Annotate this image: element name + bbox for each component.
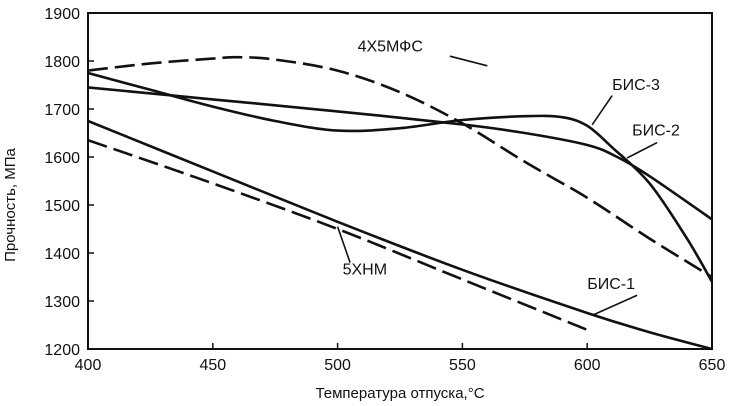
series-line-1	[87, 71, 714, 283]
series-leader-line	[449, 55, 488, 67]
plot-frame	[87, 12, 713, 350]
x-tick-label: 550	[449, 357, 476, 374]
x-tick-label: 400	[75, 357, 102, 374]
series-line-0	[87, 55, 713, 279]
series-label: БИС-2	[632, 122, 680, 139]
series-label: БИС-1	[587, 276, 635, 293]
plot-area-border	[87, 12, 713, 350]
y-tick-label: 1600	[44, 150, 80, 167]
y-tick-label: 1700	[44, 102, 80, 119]
y-tick-label: 1800	[44, 54, 80, 71]
x-tick-label: 600	[574, 357, 601, 374]
series-label: 5ХНМ	[343, 262, 387, 279]
x-tick-label: 450	[199, 357, 226, 374]
y-tick-label: 1400	[44, 246, 80, 263]
series-leader-line	[591, 294, 638, 317]
y-tick-label: 1200	[44, 342, 80, 359]
series-labels: 4Х5МФС БИС-3 БИС-2 БИС-1 5ХНМ	[336, 38, 680, 317]
series-leader-line	[591, 95, 613, 126]
series-leader-line	[336, 226, 351, 263]
series-line-2	[87, 86, 713, 221]
x-axis-title: Температура отпуска,°С	[315, 385, 484, 402]
series-line-3	[87, 119, 713, 351]
x-tick-label: 650	[699, 357, 726, 374]
series-layer	[87, 55, 714, 351]
y-tick-label: 1500	[44, 198, 80, 215]
series-line-4	[87, 138, 588, 332]
axis-ticks: 400 450 500 550 600 650 1200 1300 1400 1500 1600 17…	[44, 6, 725, 374]
x-tick-label: 500	[324, 357, 351, 374]
series-label: 4Х5МФС	[358, 38, 423, 55]
y-tick-label: 1900	[44, 6, 80, 23]
y-tick-label: 1300	[44, 294, 80, 311]
series-leader-line	[626, 141, 658, 159]
y-axis-title: Прочность, МПа	[2, 147, 19, 261]
series-label: БИС-3	[612, 77, 660, 94]
